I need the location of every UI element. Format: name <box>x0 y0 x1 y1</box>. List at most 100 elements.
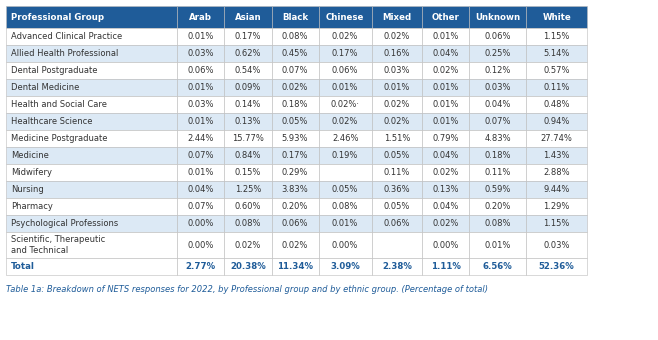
Text: Table 1a: Breakdown of NETS responses for 2022, by Professional group and by eth: Table 1a: Breakdown of NETS responses fo… <box>6 286 488 294</box>
Bar <box>372 181 422 198</box>
Text: 0.08%: 0.08% <box>484 219 511 228</box>
Text: 0.09%: 0.09% <box>235 83 261 92</box>
Text: 4.83%: 4.83% <box>484 134 511 143</box>
Bar <box>318 232 372 258</box>
Bar <box>177 6 224 28</box>
Text: 2.77%: 2.77% <box>186 262 216 271</box>
Bar <box>224 181 272 198</box>
Bar <box>469 181 526 198</box>
Text: Total: Total <box>11 262 35 271</box>
Bar <box>422 198 469 215</box>
Text: Healthcare Science: Healthcare Science <box>11 117 93 126</box>
Bar <box>224 164 272 181</box>
Bar <box>6 79 177 96</box>
Text: 0.00%: 0.00% <box>332 240 359 250</box>
Text: 0.17%: 0.17% <box>332 49 359 58</box>
Text: 0.36%: 0.36% <box>384 185 410 194</box>
Bar <box>177 164 224 181</box>
Text: 5.93%: 5.93% <box>282 134 309 143</box>
Text: 2.88%: 2.88% <box>544 168 570 177</box>
Text: 0.03%: 0.03% <box>484 83 511 92</box>
Text: 0.02%: 0.02% <box>432 66 459 75</box>
Text: 0.13%: 0.13% <box>235 117 261 126</box>
Text: 0.03%: 0.03% <box>384 66 410 75</box>
Text: Professional Group: Professional Group <box>11 13 104 21</box>
Bar <box>224 147 272 164</box>
Text: 0.11%: 0.11% <box>384 168 410 177</box>
Text: Health and Social Care: Health and Social Care <box>11 100 107 109</box>
Bar <box>372 113 422 130</box>
Text: 0.02%: 0.02% <box>235 240 261 250</box>
Bar <box>422 258 469 275</box>
Text: Pharmacy: Pharmacy <box>11 202 53 211</box>
Bar <box>318 6 372 28</box>
Text: 0.15%: 0.15% <box>235 168 261 177</box>
Bar <box>224 28 272 45</box>
Text: 3.83%: 3.83% <box>282 185 309 194</box>
Text: Chinese: Chinese <box>326 13 365 21</box>
Bar <box>177 258 224 275</box>
Bar <box>422 147 469 164</box>
Text: White: White <box>542 13 571 21</box>
Text: 2.44%: 2.44% <box>188 134 214 143</box>
Bar <box>526 28 588 45</box>
Bar <box>469 96 526 113</box>
Text: 0.06%: 0.06% <box>484 32 511 41</box>
Bar <box>469 62 526 79</box>
Text: 0.45%: 0.45% <box>282 49 308 58</box>
Bar <box>6 113 177 130</box>
Bar <box>469 113 526 130</box>
Bar <box>318 130 372 147</box>
Bar <box>372 130 422 147</box>
Text: 0.05%: 0.05% <box>384 151 410 160</box>
Text: 5.14%: 5.14% <box>544 49 570 58</box>
Text: Psychological Professions: Psychological Professions <box>11 219 118 228</box>
Text: 0.01%: 0.01% <box>332 83 359 92</box>
Bar <box>177 62 224 79</box>
Bar <box>177 147 224 164</box>
Text: 1.15%: 1.15% <box>544 32 570 41</box>
Text: 0.04%: 0.04% <box>188 185 214 194</box>
Bar <box>224 6 272 28</box>
Text: 0.00%: 0.00% <box>188 240 214 250</box>
Text: 0.11%: 0.11% <box>544 83 570 92</box>
Text: 0.57%: 0.57% <box>544 66 570 75</box>
Text: 0.02%·: 0.02%· <box>331 100 360 109</box>
Text: 0.02%: 0.02% <box>384 32 410 41</box>
Bar <box>272 130 318 147</box>
Bar <box>224 113 272 130</box>
Text: 15.77%: 15.77% <box>232 134 264 143</box>
Bar <box>422 79 469 96</box>
Text: 0.01%: 0.01% <box>188 168 214 177</box>
Bar <box>469 198 526 215</box>
Bar <box>422 45 469 62</box>
Bar <box>318 198 372 215</box>
Text: 0.07%: 0.07% <box>188 202 214 211</box>
Text: 0.04%: 0.04% <box>432 202 459 211</box>
Bar <box>272 181 318 198</box>
Bar <box>224 45 272 62</box>
Bar <box>318 28 372 45</box>
Bar <box>224 79 272 96</box>
Bar <box>372 258 422 275</box>
Bar <box>526 79 588 96</box>
Text: 1.11%: 1.11% <box>431 262 461 271</box>
Text: 0.05%: 0.05% <box>332 185 359 194</box>
Bar <box>372 45 422 62</box>
Text: 9.44%: 9.44% <box>544 185 570 194</box>
Bar <box>272 45 318 62</box>
Bar <box>422 62 469 79</box>
Bar <box>177 45 224 62</box>
Text: 0.06%: 0.06% <box>332 66 359 75</box>
Text: 0.02%: 0.02% <box>384 100 410 109</box>
Bar <box>469 79 526 96</box>
Text: 0.17%: 0.17% <box>282 151 309 160</box>
Text: 0.08%: 0.08% <box>235 219 261 228</box>
Bar <box>318 215 372 232</box>
Text: 0.00%: 0.00% <box>432 240 459 250</box>
Bar <box>526 6 588 28</box>
Text: Dental Postgraduate: Dental Postgraduate <box>11 66 97 75</box>
Bar <box>177 232 224 258</box>
Text: 0.19%: 0.19% <box>332 151 359 160</box>
Text: 0.02%: 0.02% <box>384 117 410 126</box>
